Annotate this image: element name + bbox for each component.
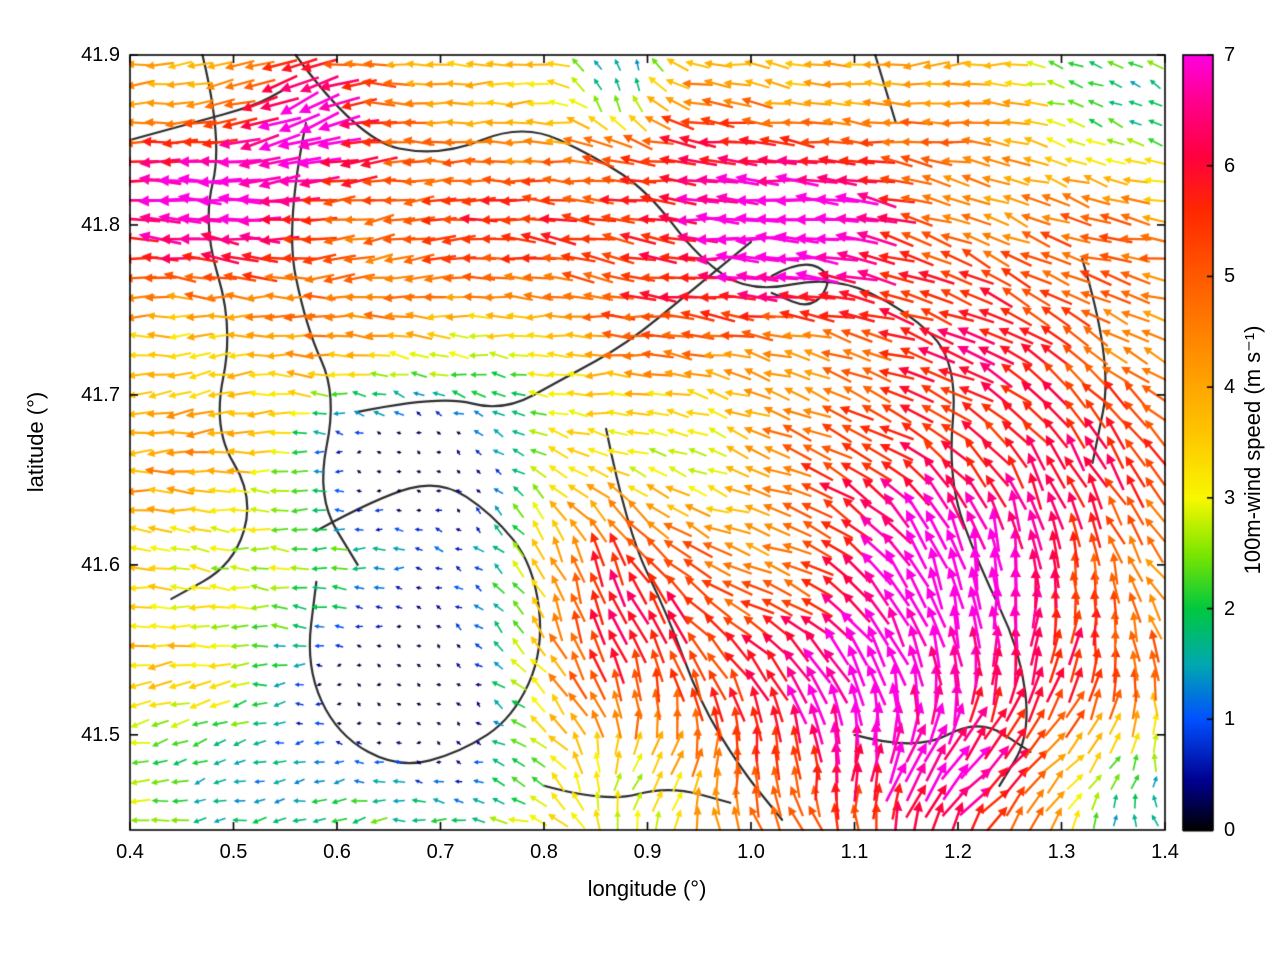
- y-tick-label: 41.8: [81, 213, 120, 236]
- colorbar-tick-label: 0: [1224, 819, 1236, 841]
- y-tick-label: 41.5: [81, 723, 120, 746]
- x-axis-label: longitude (°): [587, 876, 707, 901]
- y-tick-label: 41.9: [81, 44, 120, 66]
- colorbar-tick-label: 3: [1224, 486, 1236, 509]
- colorbar-tick-label: 6: [1224, 154, 1236, 177]
- x-tick-label: 0.7: [426, 841, 455, 863]
- x-tick-label: 0.5: [219, 841, 248, 863]
- x-tick-label: 1.4: [1151, 841, 1179, 863]
- x-tick-label: 0.8: [530, 841, 558, 863]
- y-tick-label: 41.7: [81, 383, 120, 406]
- colorbar-label: 100m-wind speed (m s⁻¹): [1240, 325, 1265, 575]
- x-tick-label: 1.1: [840, 841, 869, 863]
- colorbar-tick-label: 4: [1224, 376, 1236, 399]
- colorbar-tick-label: 1: [1224, 708, 1236, 731]
- colorbar-tick-label: 7: [1224, 44, 1236, 66]
- colorbar-tick-label: 2: [1224, 597, 1236, 620]
- x-tick-label: 1.2: [944, 841, 972, 863]
- y-tick-label: 41.6: [81, 553, 120, 576]
- colorbar-tick-label: 5: [1224, 265, 1236, 288]
- y-axis-label: latitude (°): [23, 391, 48, 493]
- x-tick-label: 1.0: [737, 841, 765, 863]
- x-tick-label: 0.4: [116, 841, 144, 863]
- x-tick-label: 0.6: [323, 841, 351, 863]
- x-tick-label: 1.3: [1047, 841, 1076, 863]
- x-tick-label: 0.9: [633, 841, 662, 863]
